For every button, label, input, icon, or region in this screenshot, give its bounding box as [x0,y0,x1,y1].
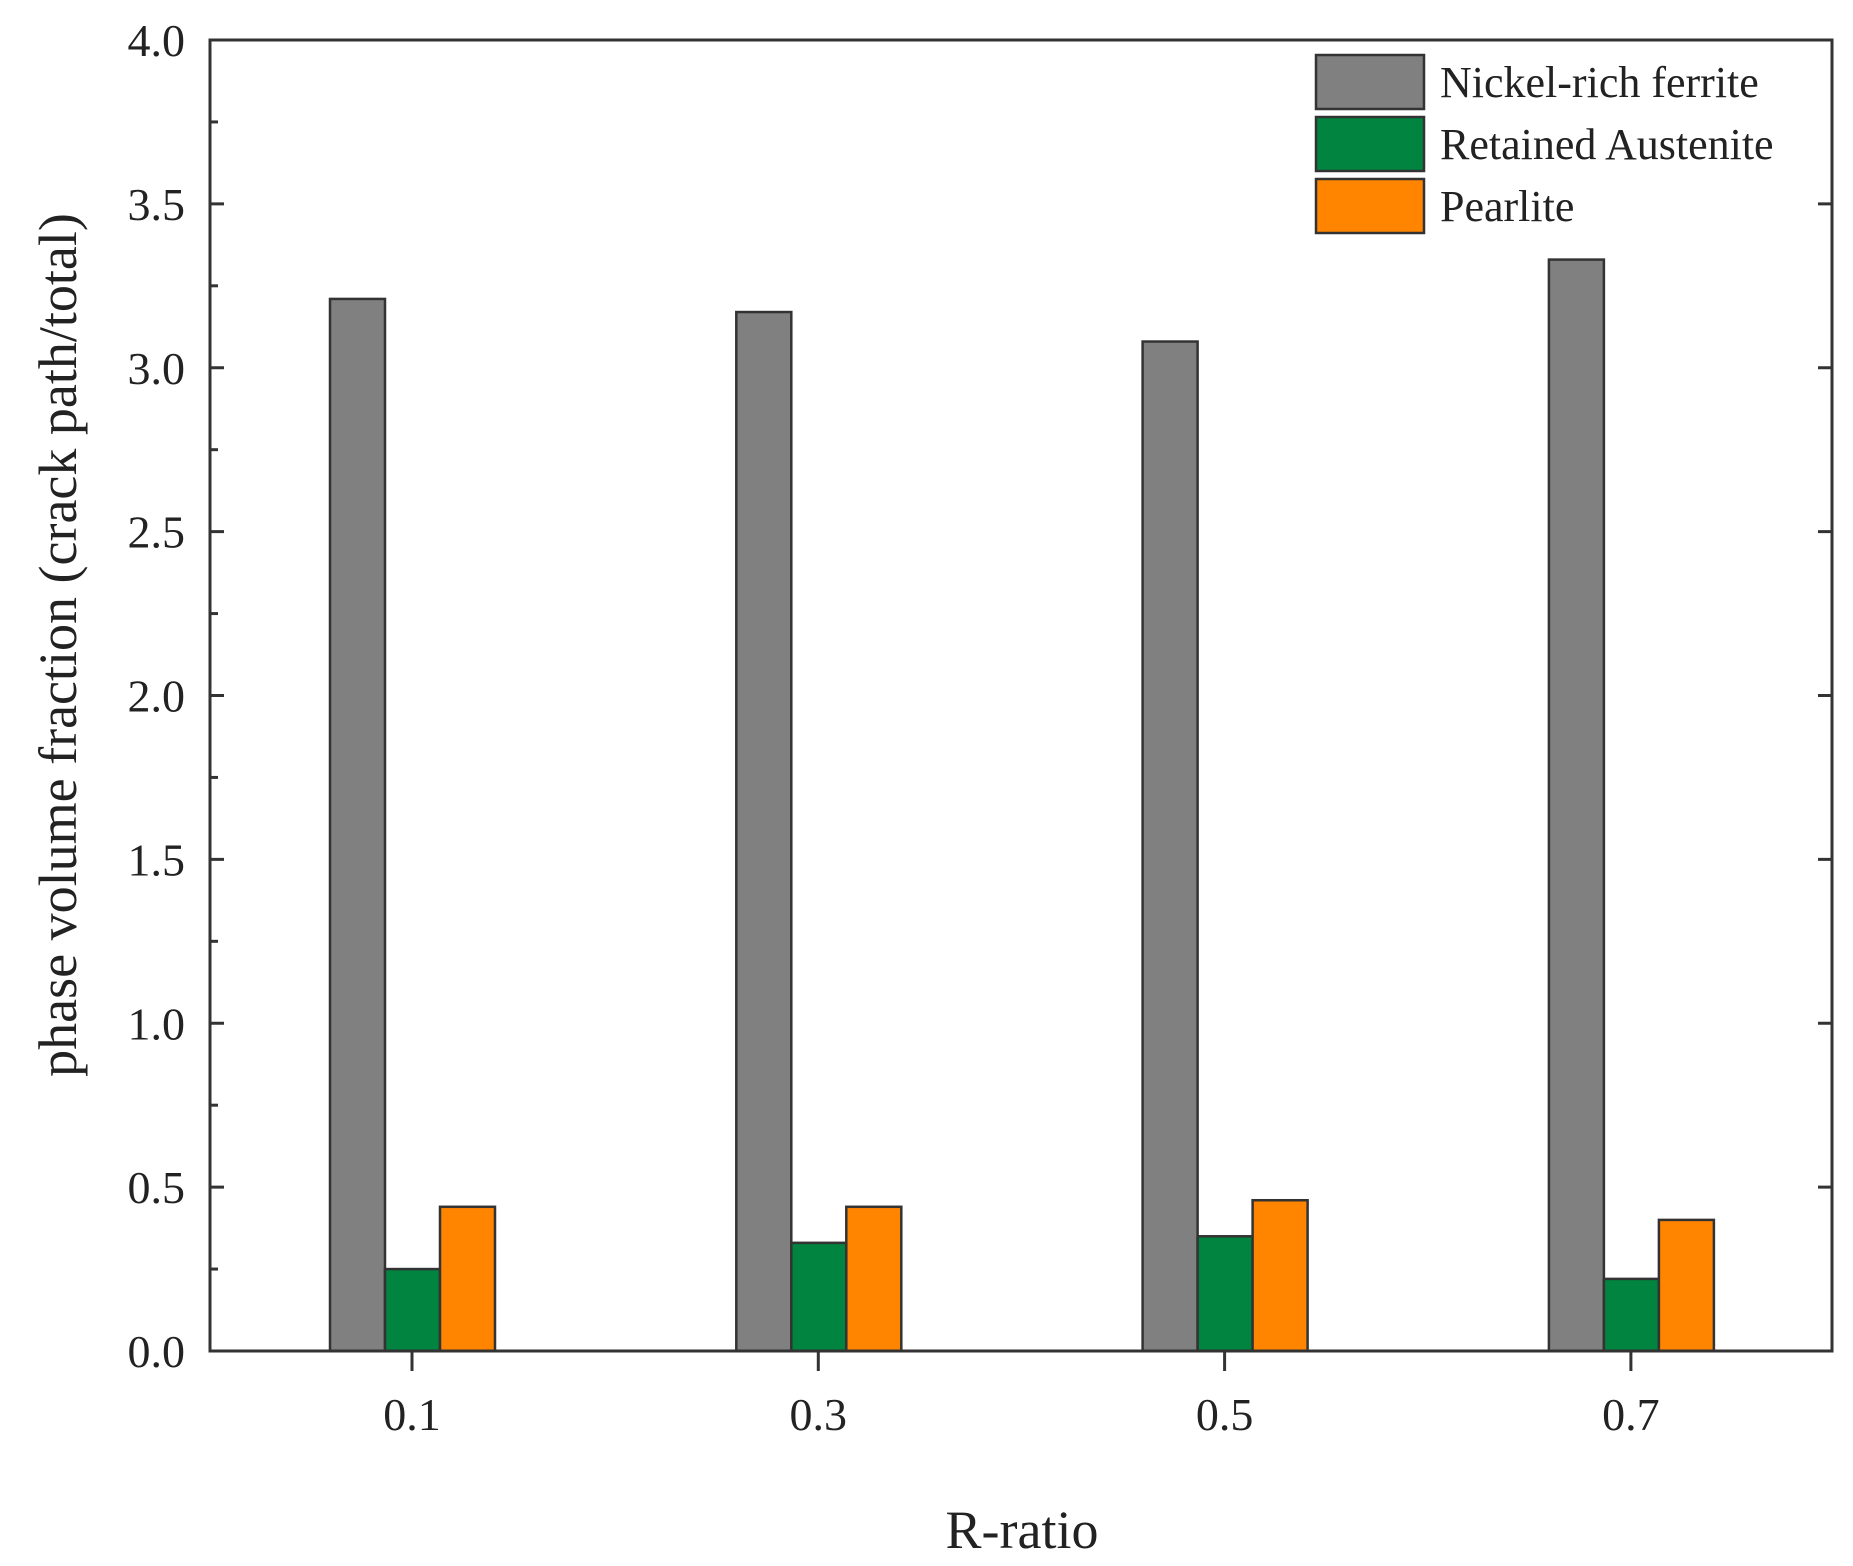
y-axis-label: phase volume fraction (crack path/total) [28,213,88,1077]
y-tick-label: 2.0 [128,671,186,722]
y-tick-label: 0.0 [128,1326,186,1377]
y-tick-label: 2.5 [128,507,186,558]
y-tick-label: 3.5 [128,179,186,230]
bar-retained-austenite [1196,1235,1254,1353]
bar-pearlite [1251,1198,1309,1353]
y-tick-label: 4.0 [128,15,186,66]
x-tick-label: 0.3 [790,1389,848,1440]
legend-swatch [1314,53,1426,111]
bar-pearlite [845,1205,903,1353]
y-axis: 0.0 0.5 1.0 1.5 2.0 2.5 3.0 3.5 4.0 [128,15,1832,1377]
bar-retained-austenite [790,1241,848,1353]
bars [328,258,1716,1353]
bar-nickel-rich-ferrite [1141,340,1199,1353]
bar-nickel-rich-ferrite [1547,258,1606,1353]
x-tick-label: 0.7 [1602,1389,1660,1440]
bar-nickel-rich-ferrite [735,310,793,1353]
legend-swatch [1314,115,1426,173]
legend-label: Retained Austenite [1440,120,1774,169]
x-axis: 0.1 0.3 0.5 0.7 [383,1351,1660,1440]
x-axis-label: R-ratio [946,1500,1099,1560]
x-tick-label: 0.1 [383,1389,441,1440]
bar-retained-austenite [383,1267,442,1353]
y-tick-label: 1.0 [128,998,186,1049]
bar-nickel-rich-ferrite [328,297,387,1353]
legend-label: Pearlite [1440,182,1574,231]
x-tick-label: 0.5 [1196,1389,1254,1440]
y-tick-label: 3.0 [128,343,186,394]
legend: Nickel-rich ferrite Retained Austenite Pea… [1314,53,1774,235]
bar-pearlite [1657,1218,1716,1353]
bar-pearlite [438,1205,497,1353]
y-tick-label: 1.5 [128,834,186,885]
legend-swatch [1314,177,1426,235]
legend-label: Nickel-rich ferrite [1440,58,1759,107]
bar-retained-austenite [1602,1277,1661,1353]
y-tick-label: 0.5 [128,1162,186,1213]
